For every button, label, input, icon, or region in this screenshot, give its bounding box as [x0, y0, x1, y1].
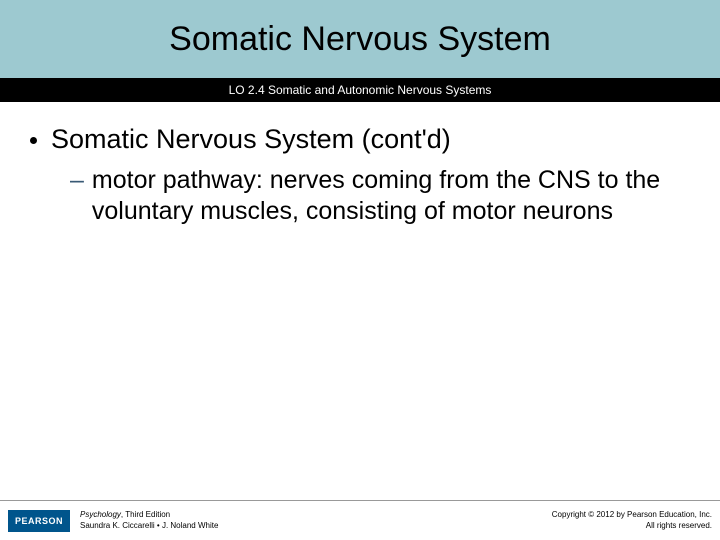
- footer: PEARSON Psychology, Third Edition Saundr…: [0, 500, 720, 540]
- copyright-line1: Copyright © 2012 by Pearson Education, I…: [552, 510, 712, 520]
- copyright-line2: All rights reserved.: [552, 521, 712, 531]
- subtitle-bar: LO 2.4 Somatic and Autonomic Nervous Sys…: [0, 78, 720, 102]
- bullet-text: Somatic Nervous System (cont'd): [51, 124, 451, 155]
- footer-book-info: Psychology, Third Edition Saundra K. Cic…: [80, 510, 218, 531]
- book-edition: , Third Edition: [121, 510, 170, 519]
- footer-copyright: Copyright © 2012 by Pearson Education, I…: [552, 510, 712, 531]
- title-bar: Somatic Nervous System: [0, 0, 720, 78]
- dash-icon: –: [70, 165, 84, 195]
- book-title: Psychology: [80, 510, 121, 519]
- pearson-logo: PEARSON: [8, 510, 70, 532]
- bullet-item: Somatic Nervous System (cont'd): [30, 124, 690, 155]
- sub-bullet-text: motor pathway: nerves coming from the CN…: [92, 165, 690, 226]
- sub-bullet-item: – motor pathway: nerves coming from the …: [70, 165, 690, 226]
- slide-title: Somatic Nervous System: [169, 20, 551, 59]
- book-authors: Saundra K. Ciccarelli • J. Noland White: [80, 521, 218, 531]
- bullet-dot-icon: [30, 137, 37, 144]
- content-area: Somatic Nervous System (cont'd) – motor …: [0, 102, 720, 226]
- learning-objective: LO 2.4 Somatic and Autonomic Nervous Sys…: [229, 83, 492, 97]
